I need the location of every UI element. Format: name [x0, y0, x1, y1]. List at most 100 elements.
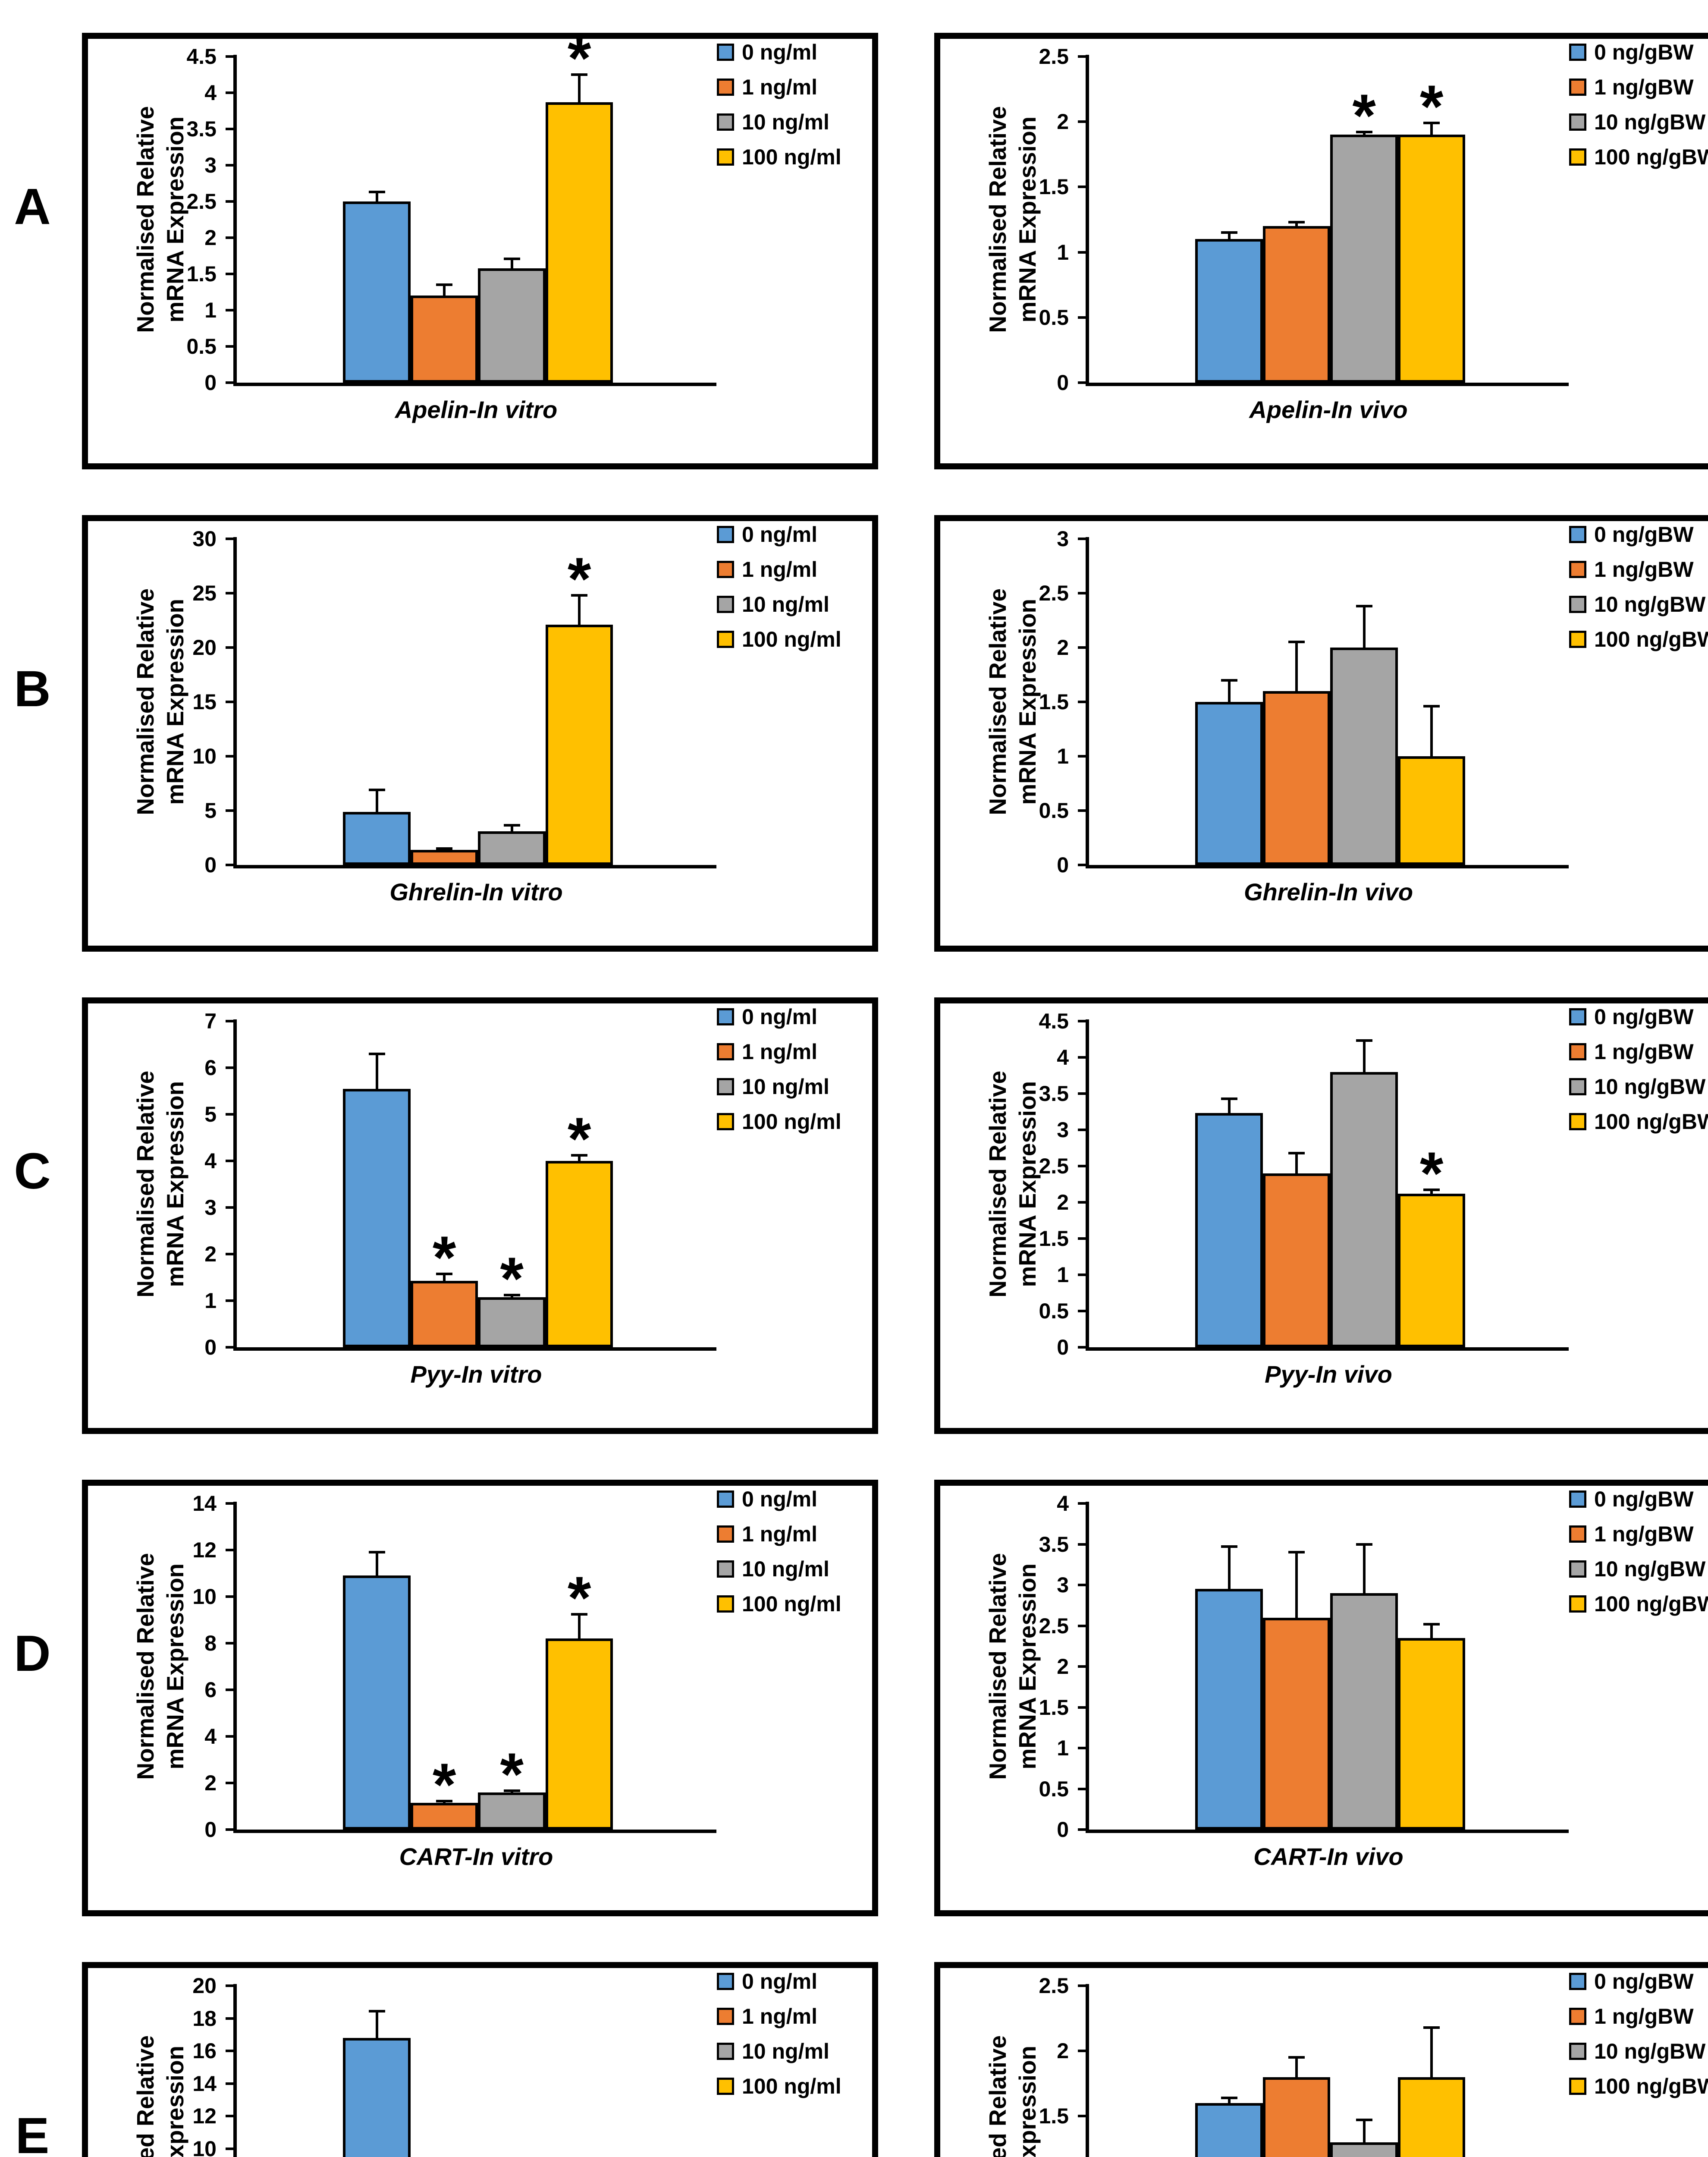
legend-label: 1 ng/ml [742, 1522, 818, 1546]
legend-item: 1 ng/ml [717, 1041, 841, 1063]
y-tick-label: 3 [204, 1195, 217, 1220]
legend: 0 ng/ml 1 ng/ml 10 ng/ml 100 ng/ml [717, 1488, 841, 1628]
y-axis-title-text: Normalised Relative mRNA Expression [131, 2035, 190, 2157]
error-bar [443, 285, 446, 296]
error-bar [375, 1053, 378, 1089]
bar-series-2 [478, 268, 546, 383]
error-bar-cap [368, 2009, 385, 2012]
legend-label: 0 ng/ml [742, 1005, 818, 1029]
y-tick-label: 2.5 [1039, 44, 1069, 69]
legend-label: 100 ng/ml [742, 627, 841, 651]
y-axis-title-line: mRNA Expression [1014, 1563, 1041, 1770]
y-tick-label: 7 [204, 1009, 217, 1033]
bar-series-2 [1330, 2142, 1398, 2157]
y-tick-mark [226, 55, 233, 58]
legend-label: 10 ng/ml [742, 592, 829, 616]
y-tick-label: 0 [204, 1335, 217, 1359]
legend-label: 10 ng/ml [742, 2039, 829, 2063]
y-tick-mark [226, 1206, 233, 1209]
plot-area: 0 5 10 15 20 25 30 * [192, 528, 716, 876]
y-tick-mark [1078, 701, 1086, 703]
y-tick-mark [226, 1735, 233, 1738]
y-tick-mark [226, 2017, 233, 2020]
y-tick-mark [1078, 646, 1086, 649]
legend-item: 0 ng/gBW [1569, 524, 1708, 545]
y-axis-title-line: Normalised Relative [132, 2035, 159, 2157]
y-axis-title-text: Normalised Relative mRNA Expression [983, 1071, 1042, 1298]
bar-series-0 [1195, 1113, 1263, 1347]
error-bar-cap [503, 257, 520, 260]
legend-item: 10 ng/gBW [1569, 1558, 1708, 1580]
legend-item: 1 ng/gBW [1569, 2006, 1708, 2027]
legend-swatch [717, 113, 734, 131]
y-tick-label: 1 [1057, 1736, 1069, 1760]
y-axis-title-text: Normalised Relative mRNA Expression [131, 106, 190, 333]
error-bar-cap [1221, 1545, 1237, 1548]
legend-swatch [1569, 148, 1586, 166]
bar-series-3 [545, 1161, 613, 1347]
x-axis-title: Apelin-In vitro [395, 396, 558, 423]
y-tick-label: 2.5 [1039, 1974, 1069, 1998]
bar-series-0 [343, 1575, 411, 1830]
y-tick-mark [226, 164, 233, 167]
legend-swatch [1569, 561, 1586, 578]
x-axis-title: Pyy-In vitro [410, 1361, 542, 1388]
y-tick-label: 3 [1057, 1118, 1069, 1142]
error-bar [1228, 2098, 1231, 2104]
legend-item: 0 ng/gBW [1569, 1971, 1708, 1992]
error-bar [375, 192, 378, 201]
y-axis-title-line: mRNA Expression [161, 1081, 188, 1287]
legend-label: 100 ng/ml [742, 2074, 841, 2098]
legend-label: 10 ng/gBW [1594, 1075, 1706, 1099]
y-tick-mark [226, 1502, 233, 1505]
bar-series-0 [343, 811, 411, 865]
y-tick-mark [226, 2115, 233, 2118]
legend-item: 10 ng/ml [717, 1558, 841, 1580]
y-tick-label: 2.5 [1039, 581, 1069, 605]
legend-label: 100 ng/gBW [1594, 1592, 1708, 1616]
y-tick-label: 14 [192, 1491, 217, 1516]
y-axis-title-text: Normalised Relative mRNA Expression [131, 1071, 190, 1298]
legend-swatch [717, 148, 734, 166]
y-tick-mark [1078, 1787, 1086, 1790]
legend-label: 0 ng/ml [742, 1969, 818, 1993]
y-axis-title-line: Normalised Relative [984, 2035, 1011, 2157]
legend-label: 1 ng/ml [742, 2004, 818, 2028]
y-tick-mark [1078, 316, 1086, 319]
error-bar [1295, 222, 1298, 226]
y-axis-title-line: Normalised Relative [984, 588, 1011, 815]
y-axis-title: Normalised Relative mRNA Expression [940, 1021, 1085, 1347]
y-tick-mark [226, 2082, 233, 2085]
error-bar [1228, 1098, 1231, 1113]
y-axis-title-line: mRNA Expression [161, 1563, 188, 1770]
bar-series-3 [545, 625, 613, 865]
y-axis-title-line: Normalised Relative [132, 1071, 159, 1298]
bar-series-1 [410, 296, 478, 383]
y-tick-label: 2 [204, 1771, 217, 1795]
plot-area: 0 0.5 1 1.5 2 2.5 3 3.5 4 4.5 * [1039, 1010, 1569, 1358]
y-tick-label: 1 [204, 298, 217, 322]
y-tick-label: 2 [1057, 1190, 1069, 1214]
legend-item: 1 ng/ml [717, 2006, 841, 2027]
legend-swatch [1569, 596, 1586, 613]
legend-item: 0 ng/ml [717, 1971, 841, 1992]
panel-row-c: C Normalised Relative mRNA Expression 0 1 2 3… [0, 990, 1708, 1434]
bar-series-0 [1195, 702, 1263, 865]
bar-series-2 [478, 831, 546, 865]
legend-label: 0 ng/gBW [1594, 1005, 1694, 1029]
y-tick-mark [1078, 592, 1086, 594]
legend-item: 0 ng/ml [717, 1006, 841, 1028]
legend-item: 0 ng/gBW [1569, 1488, 1708, 1510]
bar-series-0 [343, 201, 411, 383]
legend-item: 1 ng/gBW [1569, 76, 1708, 98]
error-bar [1363, 2120, 1366, 2142]
y-tick-label: 12 [192, 2104, 217, 2129]
legend-item: 100 ng/ml [717, 2075, 841, 2097]
error-bar-cap [1221, 231, 1237, 234]
y-axis-title-text: Normalised Relative mRNA Expression [983, 588, 1042, 815]
y-tick-mark [226, 91, 233, 94]
error-bar [578, 1155, 581, 1161]
error-bar-cap [503, 1294, 520, 1297]
legend-item: 1 ng/ml [717, 1523, 841, 1545]
